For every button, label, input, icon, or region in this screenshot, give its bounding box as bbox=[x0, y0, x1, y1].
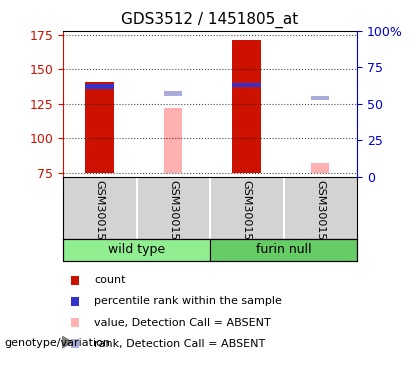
Bar bbox=[85, 84, 114, 89]
Text: GSM300155: GSM300155 bbox=[242, 180, 252, 247]
Bar bbox=[210, 238, 357, 261]
Text: wild type: wild type bbox=[108, 243, 165, 257]
Polygon shape bbox=[62, 336, 73, 348]
Text: count: count bbox=[94, 275, 126, 285]
Text: value, Detection Call = ABSENT: value, Detection Call = ABSENT bbox=[94, 318, 271, 328]
Text: GSM300156: GSM300156 bbox=[315, 180, 325, 247]
Text: percentile rank within the sample: percentile rank within the sample bbox=[94, 296, 282, 306]
Bar bbox=[311, 163, 329, 173]
Title: GDS3512 / 1451805_at: GDS3512 / 1451805_at bbox=[121, 12, 299, 28]
Bar bbox=[311, 96, 329, 99]
Bar bbox=[85, 82, 114, 173]
Bar bbox=[232, 83, 262, 87]
Bar bbox=[63, 238, 210, 261]
Text: genotype/variation: genotype/variation bbox=[4, 338, 110, 348]
Text: GSM300153: GSM300153 bbox=[95, 180, 105, 247]
Bar bbox=[165, 91, 182, 96]
Text: furin null: furin null bbox=[256, 243, 311, 257]
Bar bbox=[165, 108, 182, 173]
Text: rank, Detection Call = ABSENT: rank, Detection Call = ABSENT bbox=[94, 339, 266, 349]
Text: GSM300154: GSM300154 bbox=[168, 180, 178, 247]
Bar bbox=[232, 40, 262, 173]
